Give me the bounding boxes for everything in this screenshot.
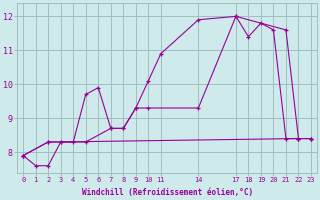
X-axis label: Windchill (Refroidissement éolien,°C): Windchill (Refroidissement éolien,°C) xyxy=(82,188,253,197)
